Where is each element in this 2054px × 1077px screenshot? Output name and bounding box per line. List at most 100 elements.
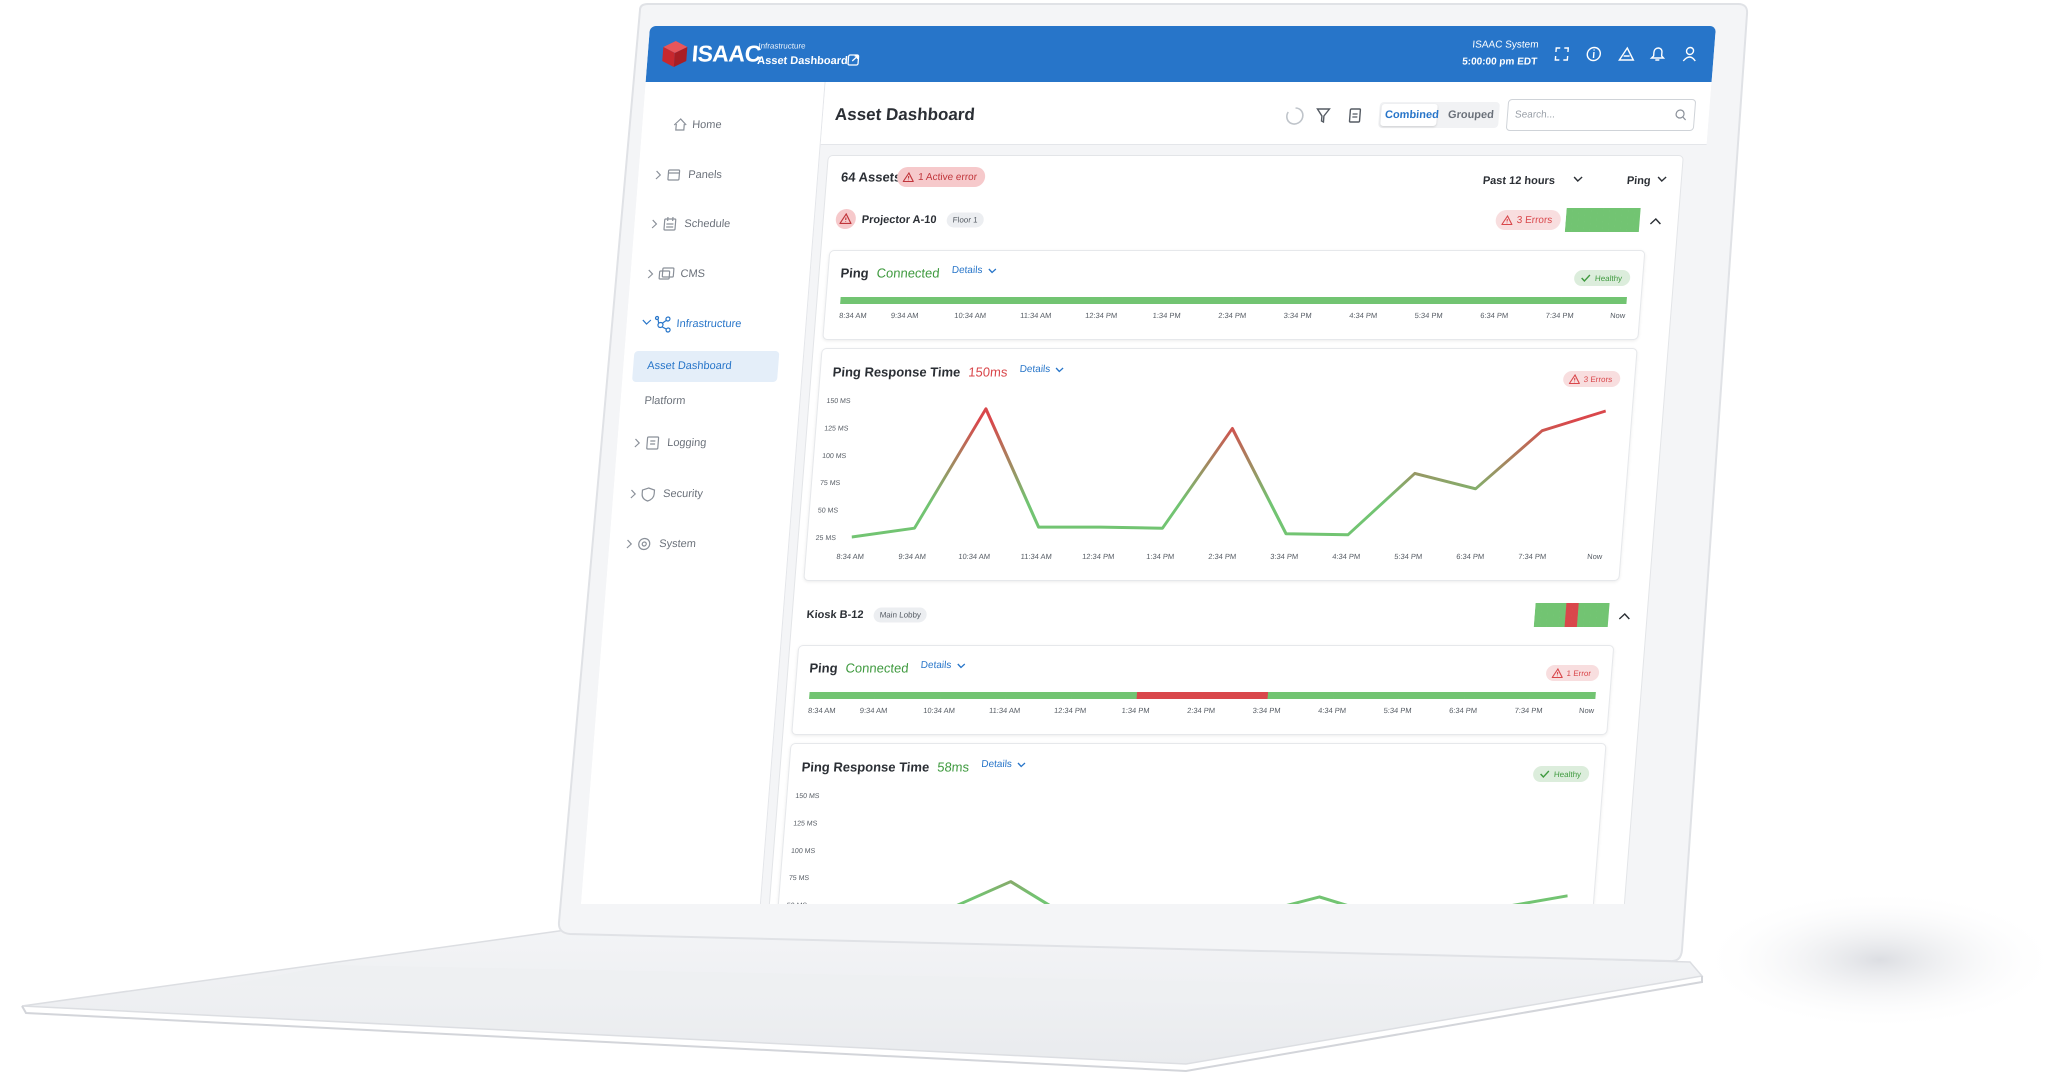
ping-segment <box>809 692 876 699</box>
details-link[interactable]: Details <box>920 660 965 671</box>
x-tick-label: 11:34 AM <box>1020 311 1052 320</box>
details-text: Details <box>980 759 1013 770</box>
fullscreen-icon[interactable] <box>1554 47 1570 61</box>
check-icon <box>1539 770 1550 779</box>
asset-location: Main Lobby <box>873 607 928 623</box>
health-segment <box>1601 208 1611 232</box>
health-segment <box>1533 603 1543 627</box>
collapse-chevron[interactable] <box>1649 217 1662 225</box>
details-slot: Details <box>1015 363 1076 377</box>
x-tick-label: 4:34 PM <box>1332 552 1361 561</box>
info-icon[interactable] <box>1586 46 1602 62</box>
asset-location: Floor 1 <box>946 212 985 228</box>
warning-icon <box>1501 215 1513 225</box>
warning-icon <box>1568 374 1580 384</box>
details-text: Details <box>1019 364 1051 375</box>
x-tick-label: 11:34 AM <box>989 706 1021 715</box>
health-segment <box>1595 603 1604 627</box>
badge-text: 3 Errors <box>1516 214 1553 226</box>
report-icon[interactable] <box>1348 108 1362 123</box>
asset-name[interactable]: Projector A-10 <box>861 214 938 226</box>
bell-icon[interactable] <box>1649 47 1666 61</box>
details-link[interactable]: Details <box>951 265 996 276</box>
chevron <box>1618 613 1630 620</box>
metric-select[interactable]: Ping <box>1626 175 1652 187</box>
ping-segment <box>1560 297 1627 304</box>
ping-timeline: 8:34 AM 9:34 AM 10:34 AM 11:34 AM 12:34 PM 1:… <box>839 297 1627 320</box>
details-slot: Details <box>916 659 977 673</box>
status-badge[interactable]: Healthy <box>1532 766 1590 782</box>
health-mini-bar <box>1564 208 1641 232</box>
health-segment <box>1601 603 1610 627</box>
asset-count: 64 Assets <box>840 169 902 185</box>
x-tick-label: 9:34 AM <box>891 311 919 320</box>
base-edge <box>21 976 1703 1073</box>
health-segment <box>1576 603 1586 627</box>
asset-card: 64 Assets 1 Active error Past 12 hours P… <box>757 155 1684 904</box>
filter-icon[interactable] <box>1316 108 1331 124</box>
x-tick-label: 9:34 AM <box>898 552 926 561</box>
badge-icon <box>1501 215 1513 225</box>
nav-logging[interactable]: Logging <box>666 437 707 449</box>
chevron <box>956 663 965 668</box>
status-badge[interactable]: 3 Errors <box>1494 210 1562 230</box>
asset-name[interactable]: Kiosk B-12 <box>806 609 864 621</box>
x-tick-label: 7:34 PM <box>1545 311 1574 320</box>
badge-icon <box>1568 374 1580 384</box>
ping-segment <box>1398 692 1465 699</box>
ping-segment <box>940 692 1007 699</box>
range-select[interactable]: Past 12 hours <box>1482 175 1556 187</box>
nav-system[interactable]: System <box>658 538 697 550</box>
badge-icon <box>1539 770 1550 779</box>
range-chevron[interactable] <box>1573 176 1584 184</box>
status-badge[interactable]: 1 Error <box>1544 665 1600 681</box>
details-link[interactable]: Details <box>1019 364 1064 375</box>
x-tick-label: 2:34 PM <box>1218 311 1247 320</box>
status-badge[interactable]: 3 Errors <box>1562 371 1621 387</box>
user-icon[interactable] <box>1685 46 1695 56</box>
metric-chevron[interactable] <box>1657 176 1668 184</box>
x-tick-label: 6:34 PM <box>1449 706 1478 715</box>
details-link[interactable]: Details <box>981 759 1026 770</box>
x-tick-label: 8:34 AM <box>836 552 864 561</box>
nav-schedule[interactable]: Schedule <box>683 218 731 230</box>
y-tick-label: 150 MS <box>826 398 851 405</box>
health-segment <box>1546 603 1555 627</box>
nav-asset-dashboard[interactable]: Asset Dashboard <box>646 360 733 372</box>
ping-segment <box>840 297 907 304</box>
ping-segment <box>1005 692 1072 699</box>
x-tick-label: 6:34 PM <box>1456 552 1485 561</box>
view-grouped[interactable]: Grouped <box>1447 109 1495 121</box>
ping-segment <box>1333 692 1400 699</box>
x-tick-label: 4:34 PM <box>1318 706 1347 715</box>
nav-platform[interactable]: Platform <box>644 395 686 407</box>
details-slot: Details <box>977 758 1038 772</box>
nav-infrastructure[interactable]: Infrastructure <box>676 318 742 330</box>
active-error-badge[interactable]: 1 Active error <box>896 167 986 187</box>
nav-cms[interactable]: CMS <box>680 268 706 280</box>
health-segment <box>1614 208 1623 232</box>
details-slot: Details <box>947 264 1008 278</box>
ping-segment <box>1298 297 1365 304</box>
status-badge[interactable]: Healthy <box>1573 270 1631 286</box>
nav-panels[interactable]: Panels <box>687 169 723 181</box>
collapse-chevron[interactable] <box>1618 612 1631 620</box>
x-tick-label: Now <box>1610 311 1626 320</box>
keyboard-area <box>230 965 1390 1005</box>
nav-security[interactable]: Security <box>662 488 704 500</box>
nav-home[interactable]: Home <box>691 119 723 131</box>
view-combined[interactable]: Combined <box>1384 109 1440 121</box>
x-tick-label: 8:34 AM <box>839 311 867 320</box>
open-icon[interactable] <box>847 54 860 66</box>
toolbar: Asset Dashboard Combined Grouped Search.… <box>820 82 1712 145</box>
search-placeholder: Search... <box>1514 109 1556 121</box>
alerts-icon[interactable] <box>1618 46 1635 61</box>
shadow <box>1700 890 2054 1030</box>
search-icon[interactable] <box>1675 109 1688 121</box>
health-segment <box>1607 208 1617 232</box>
y-tick-label: 50 MS <box>818 508 839 515</box>
warning-icon <box>902 172 915 182</box>
y-tick-label: 100 MS <box>791 848 816 855</box>
x-tick-label: Now <box>1587 552 1603 561</box>
x-tick-label: 10:34 AM <box>923 706 955 715</box>
